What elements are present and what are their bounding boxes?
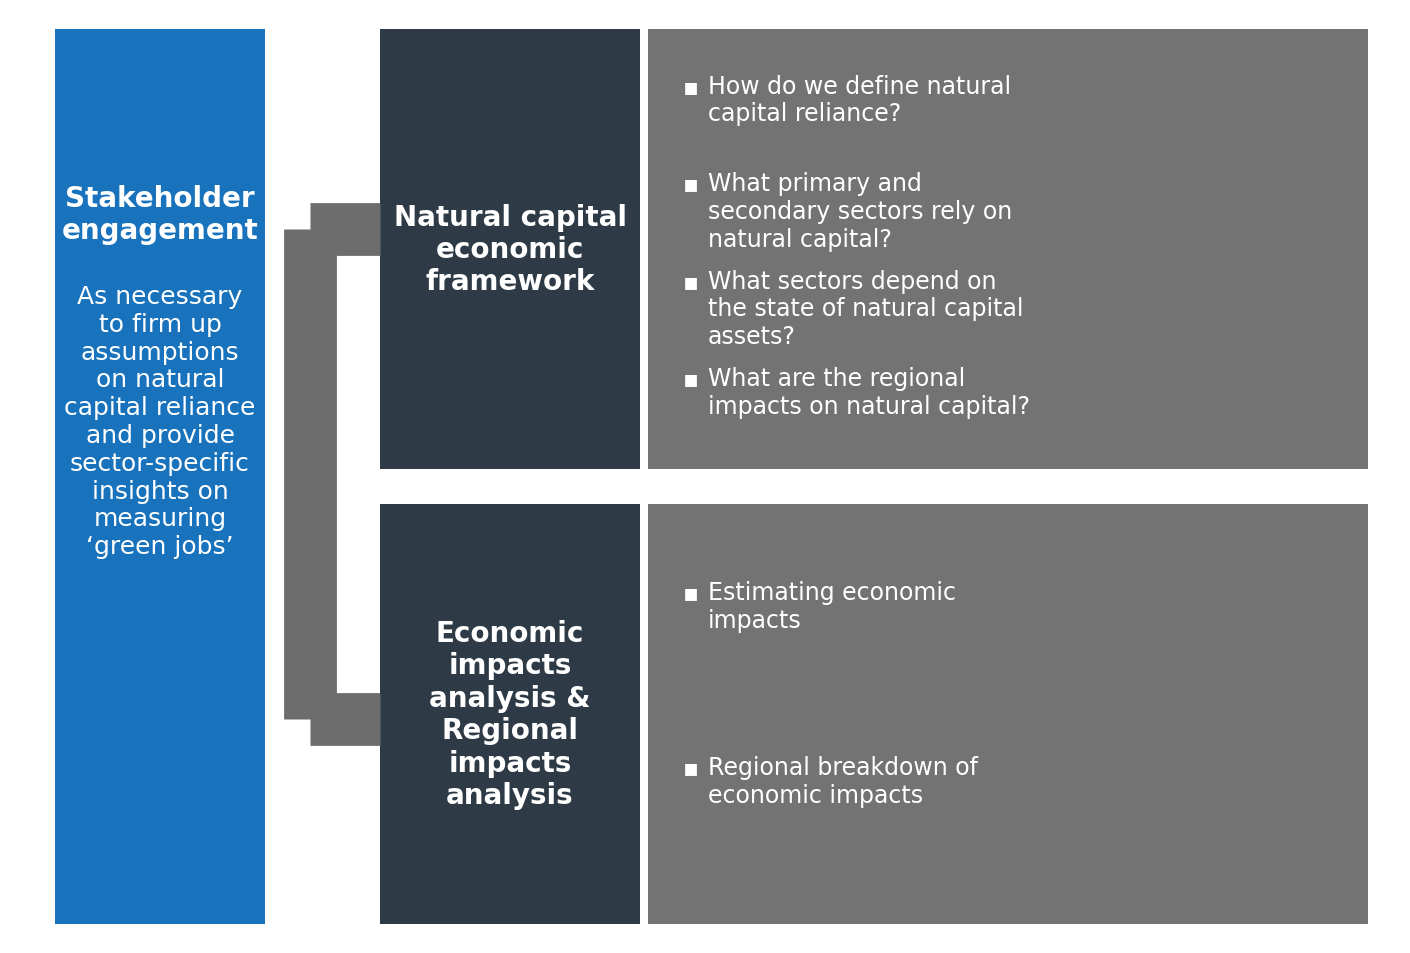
Bar [649, 504, 1368, 924]
Bar [55, 30, 265, 924]
Bar [381, 504, 640, 924]
Text: Estimating economic
impacts: Estimating economic impacts [708, 580, 956, 633]
Text: What primary and
secondary sectors rely on
natural capital?: What primary and secondary sectors rely … [708, 172, 1012, 252]
Text: ▪: ▪ [682, 74, 699, 98]
Text: How do we define natural
capital reliance?: How do we define natural capital relianc… [708, 74, 1011, 127]
Text: ▪: ▪ [682, 367, 699, 391]
Text: What sectors depend on
the state of natural capital
assets?: What sectors depend on the state of natu… [708, 270, 1024, 349]
Text: ▪: ▪ [682, 580, 699, 604]
Text: Regional breakdown of
economic impacts: Regional breakdown of economic impacts [708, 756, 979, 807]
Bar [649, 30, 1368, 470]
Text: Stakeholder
engagement: Stakeholder engagement [62, 185, 258, 245]
Bar [381, 30, 640, 470]
Text: ▪: ▪ [682, 270, 699, 294]
Text: As necessary
to firm up
assumptions
on natural
capital reliance
and provide
sect: As necessary to firm up assumptions on n… [65, 285, 255, 558]
Text: Natural capital
economic
framework: Natural capital economic framework [393, 203, 626, 296]
Text: ▪: ▪ [682, 172, 699, 196]
Text: ▪: ▪ [682, 756, 699, 780]
Text: Economic
impacts
analysis &
Regional
impacts
analysis: Economic impacts analysis & Regional imp… [429, 619, 591, 809]
Text: What are the regional
impacts on natural capital?: What are the regional impacts on natural… [708, 367, 1029, 418]
